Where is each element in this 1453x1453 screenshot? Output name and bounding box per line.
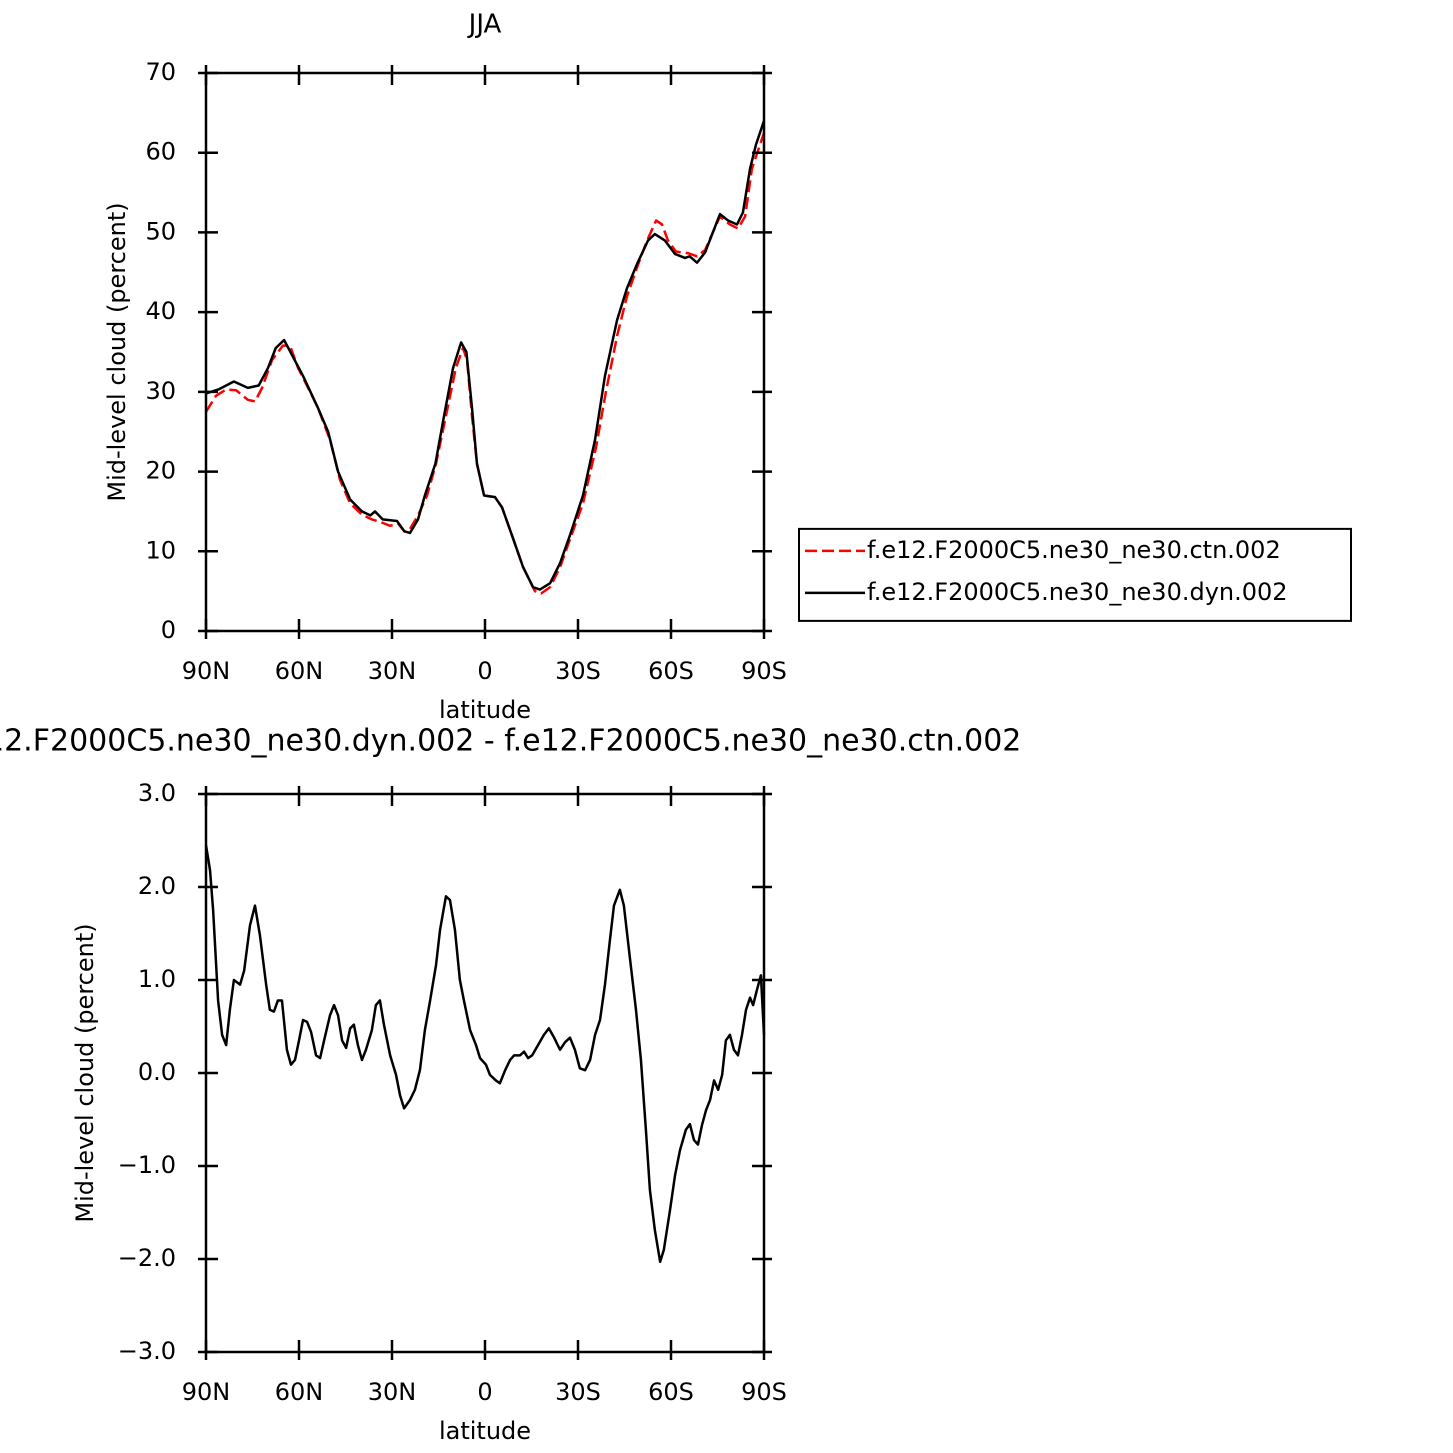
x-tick-label: 90S xyxy=(741,1378,787,1406)
legend-box xyxy=(798,527,1352,622)
y-tick-label: −3.0 xyxy=(118,1337,176,1365)
y-tick-label: 1.0 xyxy=(138,965,176,993)
y-axis-label: Mid-level cloud (percent) xyxy=(103,202,131,501)
x-tick-label: 0 xyxy=(477,1378,492,1406)
x-tick-label: 90S xyxy=(741,657,787,685)
y-axis-label: Mid-level cloud (percent) xyxy=(71,923,99,1222)
x-tick-label: 60N xyxy=(275,657,324,685)
x-tick-label: 30S xyxy=(555,657,601,685)
x-tick-label: 30N xyxy=(368,657,417,685)
x-axis-label: latitude xyxy=(439,1417,531,1445)
x-tick-label: 90N xyxy=(182,657,231,685)
chart-title: f.e12.F2000C5.ne30_ne30.dyn.002 - f.e12.… xyxy=(0,724,1021,759)
data-line xyxy=(205,120,766,591)
y-tick-label: 70 xyxy=(145,58,176,86)
data-line xyxy=(204,132,766,595)
y-tick-label: 0.0 xyxy=(138,1058,176,1086)
y-tick-label: 0 xyxy=(161,616,176,644)
data-line xyxy=(204,844,766,1264)
x-tick-label: 60S xyxy=(648,1378,694,1406)
y-tick-label: 20 xyxy=(145,457,176,485)
y-tick-label: −2.0 xyxy=(118,1244,176,1272)
y-tick-label: 3.0 xyxy=(138,779,176,807)
x-axis-label: latitude xyxy=(439,696,531,724)
y-tick-label: 30 xyxy=(145,377,176,405)
x-tick-label: 90N xyxy=(182,1378,231,1406)
y-tick-label: −1.0 xyxy=(118,1151,176,1179)
legend-label: f.e12.F2000C5.ne30_ne30.ctn.002 xyxy=(867,536,1281,564)
x-tick-label: 60S xyxy=(648,657,694,685)
y-tick-label: 2.0 xyxy=(138,872,176,900)
x-tick-label: 0 xyxy=(477,657,492,685)
x-tick-label: 60N xyxy=(275,1378,324,1406)
chart-title: JJA xyxy=(467,10,502,40)
plot-frame xyxy=(204,792,766,1354)
y-tick-label: 50 xyxy=(145,217,176,245)
y-tick-label: 60 xyxy=(145,138,176,166)
y-tick-label: 10 xyxy=(145,536,176,564)
y-tick-label: 40 xyxy=(145,297,176,325)
x-tick-label: 30S xyxy=(555,1378,601,1406)
legend-label: f.e12.F2000C5.ne30_ne30.dyn.002 xyxy=(867,578,1288,606)
x-tick-label: 30N xyxy=(368,1378,417,1406)
